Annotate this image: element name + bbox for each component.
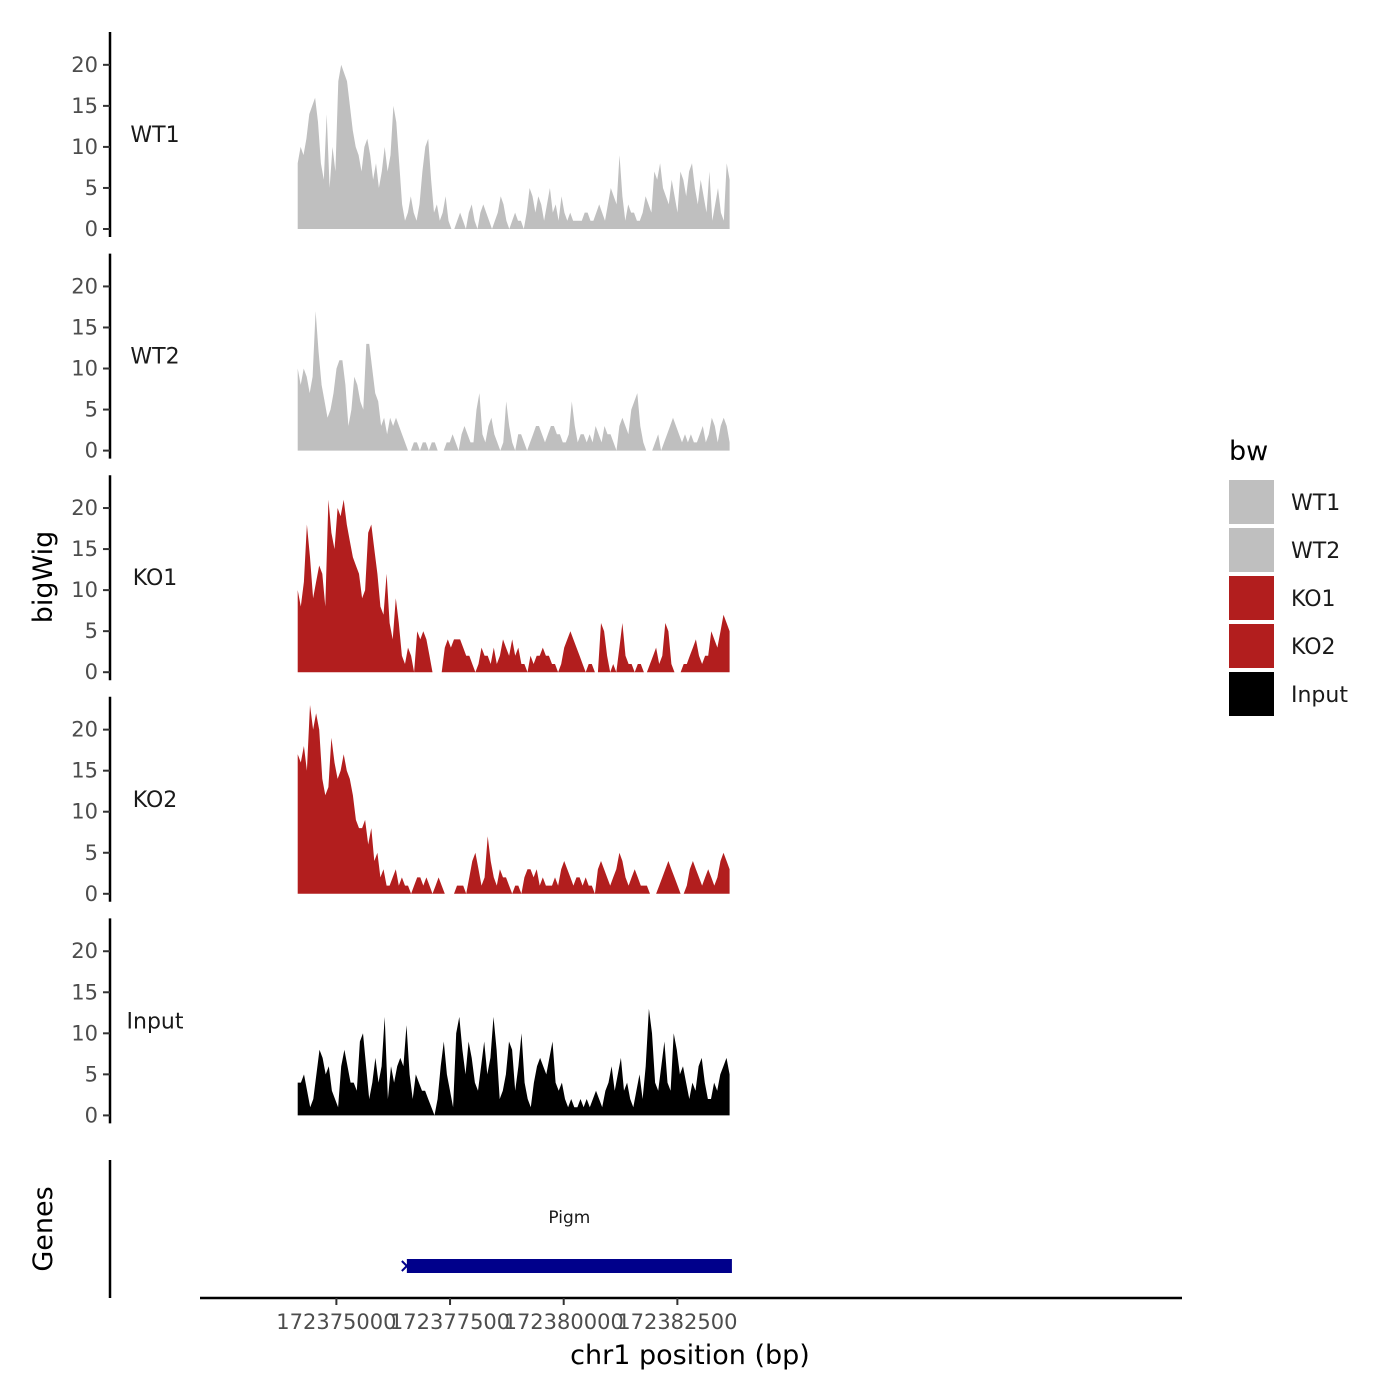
track-label: WT1 xyxy=(130,123,179,148)
signal-area-ko2 xyxy=(297,705,730,894)
track-label: Input xyxy=(127,1009,184,1034)
y-tick-label: 20 xyxy=(71,718,98,742)
legend-key-wt2 xyxy=(1229,528,1274,572)
y-tick-label: 20 xyxy=(71,939,98,963)
x-tick-label: 172375000 xyxy=(276,1310,396,1334)
legend-title: bw xyxy=(1229,436,1268,467)
y-tick-label: 10 xyxy=(71,1021,98,1045)
signal-area-ko1 xyxy=(297,499,730,673)
legend-label: WT2 xyxy=(1291,539,1340,564)
legend-key-input xyxy=(1229,672,1274,716)
genes-axis-title: Genes xyxy=(28,1186,59,1271)
y-axis-title: bigWig xyxy=(28,531,59,624)
track-label: KO2 xyxy=(133,788,178,813)
x-tick-label: 172380000 xyxy=(504,1310,624,1334)
legend-label: KO2 xyxy=(1291,635,1336,660)
y-tick-label: 15 xyxy=(71,94,98,118)
y-tick-label: 20 xyxy=(71,496,98,520)
legend-key-ko2 xyxy=(1229,624,1274,668)
y-tick-label: 5 xyxy=(85,398,98,422)
track-label: WT2 xyxy=(130,345,179,370)
legend-label: KO1 xyxy=(1291,587,1336,612)
y-tick-label: 15 xyxy=(71,759,98,783)
y-tick-label: 5 xyxy=(85,841,98,865)
legend-key-ko1 xyxy=(1229,576,1274,620)
legend-key-wt1 xyxy=(1229,480,1274,524)
y-tick-label: 15 xyxy=(71,980,98,1004)
y-tick-label: 5 xyxy=(85,1062,98,1086)
track-wt2: 0 5 10 15 20 WT2 xyxy=(71,253,730,463)
y-tick-label: 10 xyxy=(71,800,98,824)
signal-area-wt1 xyxy=(297,64,730,229)
y-tick-label: 0 xyxy=(85,439,98,463)
track-ko1: 0 5 10 15 20 KO1 xyxy=(71,475,730,684)
x-axis-title: chr1 position (bp) xyxy=(570,1340,810,1371)
y-tick-label: 10 xyxy=(71,578,98,602)
track-wt1: 0 5 10 15 20 WT1 xyxy=(71,32,730,241)
gene-label: Pigm xyxy=(548,1208,590,1228)
x-tick-label: 172382500 xyxy=(617,1310,737,1334)
y-tick-label: 0 xyxy=(85,660,98,684)
y-tick-label: 0 xyxy=(85,217,98,241)
y-tick-label: 15 xyxy=(71,315,98,339)
legend: bw WT1 WT2 KO1 KO2 Input xyxy=(1229,436,1348,716)
genes-panel: Pigm xyxy=(108,1160,732,1298)
y-tick-label: 5 xyxy=(85,176,98,200)
x-tick-label: 172377500 xyxy=(390,1310,510,1334)
legend-label: WT1 xyxy=(1291,491,1340,516)
y-tick-label: 20 xyxy=(71,53,98,77)
track-input: 0 5 10 15 20 Input xyxy=(71,918,730,1127)
y-tick-label: 10 xyxy=(71,357,98,381)
signal-area-input xyxy=(297,1008,730,1116)
y-tick-label: 0 xyxy=(85,1103,98,1127)
y-tick-label: 10 xyxy=(71,135,98,159)
track-ko2: 0 5 10 15 20 KO2 xyxy=(71,696,730,906)
y-tick-label: 15 xyxy=(71,537,98,561)
signal-area-wt2 xyxy=(297,311,730,451)
gene-strand-marker xyxy=(401,1260,413,1272)
y-tick-label: 20 xyxy=(71,274,98,298)
legend-label: Input xyxy=(1291,683,1348,708)
y-tick-label: 0 xyxy=(85,882,98,906)
y-tick-label: 5 xyxy=(85,619,98,643)
tracks-area: 0 5 10 15 20 WT1 0 5 10 15 20 WT2 0 5 10 15 20 KO1 0 5 10 15 2… xyxy=(71,32,730,1127)
track-label: KO1 xyxy=(133,566,178,591)
